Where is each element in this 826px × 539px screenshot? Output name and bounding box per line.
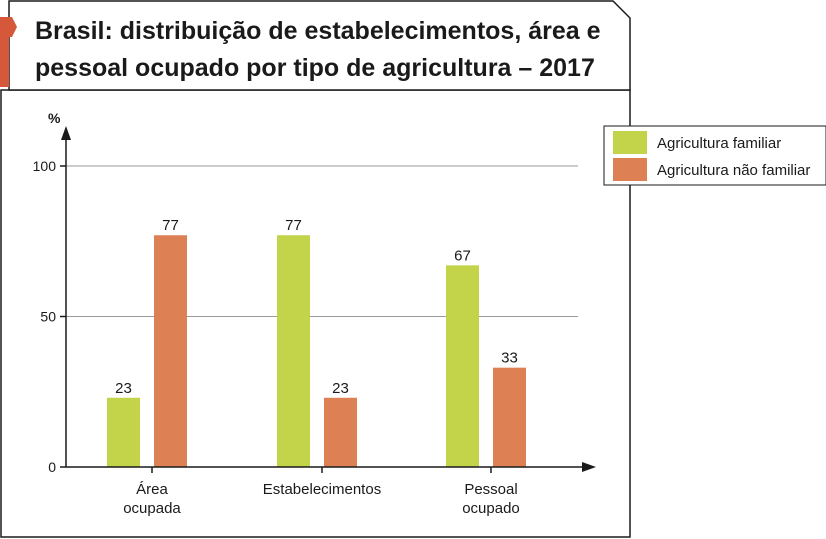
chart-frame xyxy=(0,89,631,538)
grid-layer xyxy=(60,165,578,473)
legend-label-nao-familiar: Agricultura não familiar xyxy=(657,162,810,179)
legend: Agricultura familiar Agricultura não fam… xyxy=(603,125,826,186)
bar-familiar xyxy=(446,265,479,467)
x-tick-label: ocupado xyxy=(462,500,520,517)
bar-familiar xyxy=(277,235,310,467)
y-tick-label: 50 xyxy=(40,309,56,325)
bar-nao-familiar xyxy=(493,367,526,467)
bars-layer xyxy=(107,235,526,467)
bar-nao-familiar xyxy=(154,235,187,467)
title-accent-bar xyxy=(0,37,9,87)
legend-label-familiar: Agricultura familiar xyxy=(657,135,781,152)
data-label: 23 xyxy=(332,380,349,397)
legend-swatch-familiar xyxy=(613,131,647,154)
x-axis-arrow xyxy=(582,462,596,472)
axes-layer xyxy=(61,126,596,472)
chart-title-line-2: pessoal ocupado por tipo de agricultura … xyxy=(35,54,595,82)
labels-layer: 0 50 100 Área ocupada 23 77 Estabelecimentos 77 2… xyxy=(33,158,520,517)
chart-title-line-1: Brasil: distribuição de estabelecimentos… xyxy=(35,17,601,45)
x-tick-label: Área xyxy=(136,481,168,498)
data-label: 77 xyxy=(285,217,302,234)
x-tick-label: Estabelecimentos xyxy=(263,481,381,498)
y-axis-arrow xyxy=(61,126,71,140)
y-tick-label: 0 xyxy=(48,459,56,475)
data-label: 23 xyxy=(115,380,132,397)
bar-nao-familiar xyxy=(324,397,357,467)
y-tick-label: 100 xyxy=(33,158,57,174)
x-tick-label: Pessoal xyxy=(464,481,517,498)
y-axis-unit: % xyxy=(48,110,61,126)
data-label: 67 xyxy=(454,247,471,264)
legend-swatch-nao-familiar xyxy=(613,158,647,181)
x-tick-label: ocupada xyxy=(123,500,181,517)
title-accent-marker xyxy=(0,17,17,37)
bar-familiar xyxy=(107,397,140,467)
data-label: 33 xyxy=(501,350,518,367)
data-label: 77 xyxy=(162,217,179,234)
